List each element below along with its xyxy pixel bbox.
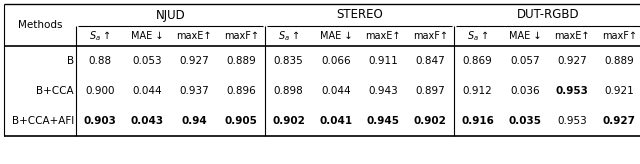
Text: 0.912: 0.912 (463, 86, 493, 96)
Text: 0.041: 0.041 (319, 116, 353, 126)
Text: 0.835: 0.835 (274, 56, 303, 66)
Text: 0.953: 0.953 (557, 116, 587, 126)
Text: 0.897: 0.897 (415, 86, 445, 96)
Text: MAE ↓: MAE ↓ (319, 31, 352, 41)
Text: 0.889: 0.889 (227, 56, 256, 66)
Text: 0.921: 0.921 (605, 86, 634, 96)
Text: $S_a$ ↑: $S_a$ ↑ (278, 29, 300, 43)
Text: maxE↑: maxE↑ (554, 31, 590, 41)
Text: 0.88: 0.88 (88, 56, 111, 66)
Text: NJUD: NJUD (156, 9, 186, 21)
Text: DUT-RGBD: DUT-RGBD (517, 9, 580, 21)
Text: 0.889: 0.889 (605, 56, 634, 66)
Text: Methods: Methods (18, 20, 62, 30)
Text: $S_a$ ↑: $S_a$ ↑ (467, 29, 488, 43)
Text: 0.053: 0.053 (132, 56, 162, 66)
Text: 0.900: 0.900 (85, 86, 115, 96)
Text: 0.066: 0.066 (321, 56, 351, 66)
Text: maxE↑: maxE↑ (177, 31, 212, 41)
Text: 0.927: 0.927 (603, 116, 636, 126)
Text: $S_a$ ↑: $S_a$ ↑ (89, 29, 111, 43)
Text: 0.847: 0.847 (415, 56, 445, 66)
Text: 0.903: 0.903 (83, 116, 116, 126)
Text: 0.902: 0.902 (272, 116, 305, 126)
Text: 0.043: 0.043 (131, 116, 163, 126)
Text: 0.953: 0.953 (556, 86, 589, 96)
Text: maxF↑: maxF↑ (413, 31, 448, 41)
Text: 0.94: 0.94 (181, 116, 207, 126)
Text: 0.902: 0.902 (414, 116, 447, 126)
Text: 0.937: 0.937 (179, 86, 209, 96)
Text: 0.035: 0.035 (508, 116, 541, 126)
Text: 0.044: 0.044 (321, 86, 351, 96)
Text: B+CCA: B+CCA (36, 86, 74, 96)
Text: 0.036: 0.036 (510, 86, 540, 96)
Text: 0.044: 0.044 (132, 86, 162, 96)
Text: 0.943: 0.943 (368, 86, 398, 96)
Text: maxF↑: maxF↑ (224, 31, 259, 41)
Text: 0.869: 0.869 (463, 56, 493, 66)
Text: B: B (67, 56, 74, 66)
Text: STEREO: STEREO (336, 9, 383, 21)
Text: MAE ↓: MAE ↓ (509, 31, 541, 41)
Text: 0.896: 0.896 (227, 86, 256, 96)
Text: 0.916: 0.916 (461, 116, 494, 126)
Text: 0.927: 0.927 (557, 56, 587, 66)
Text: MAE ↓: MAE ↓ (131, 31, 163, 41)
Text: 0.898: 0.898 (274, 86, 303, 96)
Text: maxE↑: maxE↑ (365, 31, 401, 41)
Text: 0.927: 0.927 (179, 56, 209, 66)
Text: 0.911: 0.911 (368, 56, 398, 66)
Text: 0.057: 0.057 (510, 56, 540, 66)
Text: B+CCA+AFI: B+CCA+AFI (12, 116, 74, 126)
Text: maxF↑: maxF↑ (602, 31, 637, 41)
Text: 0.905: 0.905 (225, 116, 258, 126)
Text: 0.945: 0.945 (367, 116, 399, 126)
